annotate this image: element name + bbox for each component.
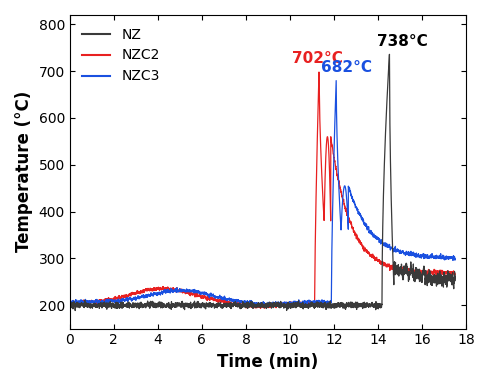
NZC2: [355, 236, 361, 240]
NZ: [384, 104, 390, 109]
Line: NZC2: NZC2: [70, 72, 455, 308]
Text: 702°C: 702°C: [292, 51, 343, 66]
NZC3: [269, 304, 274, 309]
NZ: [387, 52, 392, 57]
Text: 682°C: 682°C: [320, 60, 371, 75]
NZ: [318, 300, 323, 305]
Y-axis label: Temperature (°C): Temperature (°C): [15, 91, 33, 252]
NZ: [72, 308, 78, 313]
NZC3: [355, 207, 361, 212]
NZC2: [452, 272, 458, 276]
NZC3: [298, 300, 304, 305]
Legend: NZ, NZC2, NZC3: NZ, NZC2, NZC3: [77, 22, 165, 89]
NZ: [354, 301, 360, 306]
Line: NZ: NZ: [70, 54, 455, 310]
X-axis label: Time (min): Time (min): [218, 353, 318, 371]
NZC3: [452, 256, 458, 261]
NZ: [137, 304, 143, 308]
NZC2: [137, 290, 143, 295]
NZC3: [137, 296, 143, 300]
NZC2: [67, 300, 73, 305]
NZC2: [298, 301, 304, 306]
Line: NZC3: NZC3: [70, 81, 455, 306]
NZC3: [333, 78, 339, 83]
Text: 738°C: 738°C: [377, 34, 428, 49]
NZC2: [258, 306, 264, 311]
NZ: [214, 305, 220, 310]
NZ: [452, 274, 458, 279]
NZC2: [384, 263, 390, 267]
NZ: [298, 303, 304, 308]
NZC2: [316, 70, 322, 74]
NZC3: [318, 299, 323, 303]
NZC3: [214, 294, 220, 299]
NZ: [67, 301, 73, 306]
NZC2: [318, 141, 323, 145]
NZC3: [67, 298, 73, 303]
NZC3: [384, 243, 390, 247]
NZC2: [214, 298, 220, 303]
